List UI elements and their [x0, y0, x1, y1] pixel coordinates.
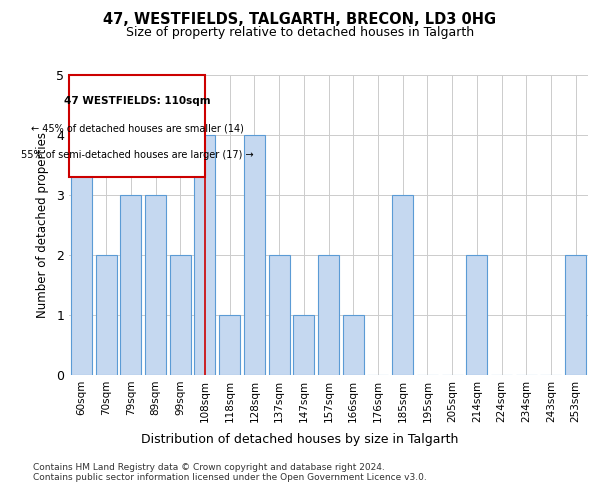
Bar: [71, 135, 92, 375]
Text: Size of property relative to detached houses in Talgarth: Size of property relative to detached ho…: [126, 26, 474, 39]
Bar: [170, 255, 191, 375]
Bar: [392, 195, 413, 375]
Text: Distribution of detached houses by size in Talgarth: Distribution of detached houses by size …: [142, 432, 458, 446]
Bar: [565, 255, 586, 375]
Text: 47 WESTFIELDS: 110sqm: 47 WESTFIELDS: 110sqm: [64, 96, 210, 106]
Bar: [69, 75, 205, 177]
Bar: [194, 135, 215, 375]
Text: ← 45% of detached houses are smaller (14): ← 45% of detached houses are smaller (14…: [31, 123, 244, 133]
Bar: [318, 255, 339, 375]
Text: Contains HM Land Registry data © Crown copyright and database right 2024.: Contains HM Land Registry data © Crown c…: [33, 462, 385, 471]
Text: Contains public sector information licensed under the Open Government Licence v3: Contains public sector information licen…: [33, 472, 427, 482]
Bar: [95, 255, 116, 375]
Bar: [343, 315, 364, 375]
Y-axis label: Number of detached properties: Number of detached properties: [36, 132, 49, 318]
Text: 47, WESTFIELDS, TALGARTH, BRECON, LD3 0HG: 47, WESTFIELDS, TALGARTH, BRECON, LD3 0H…: [103, 12, 497, 28]
Bar: [293, 315, 314, 375]
Bar: [120, 195, 141, 375]
Bar: [269, 255, 290, 375]
Bar: [145, 195, 166, 375]
Bar: [466, 255, 487, 375]
Text: 55% of semi-detached houses are larger (17) →: 55% of semi-detached houses are larger (…: [20, 150, 253, 160]
Bar: [219, 315, 240, 375]
Bar: [244, 135, 265, 375]
